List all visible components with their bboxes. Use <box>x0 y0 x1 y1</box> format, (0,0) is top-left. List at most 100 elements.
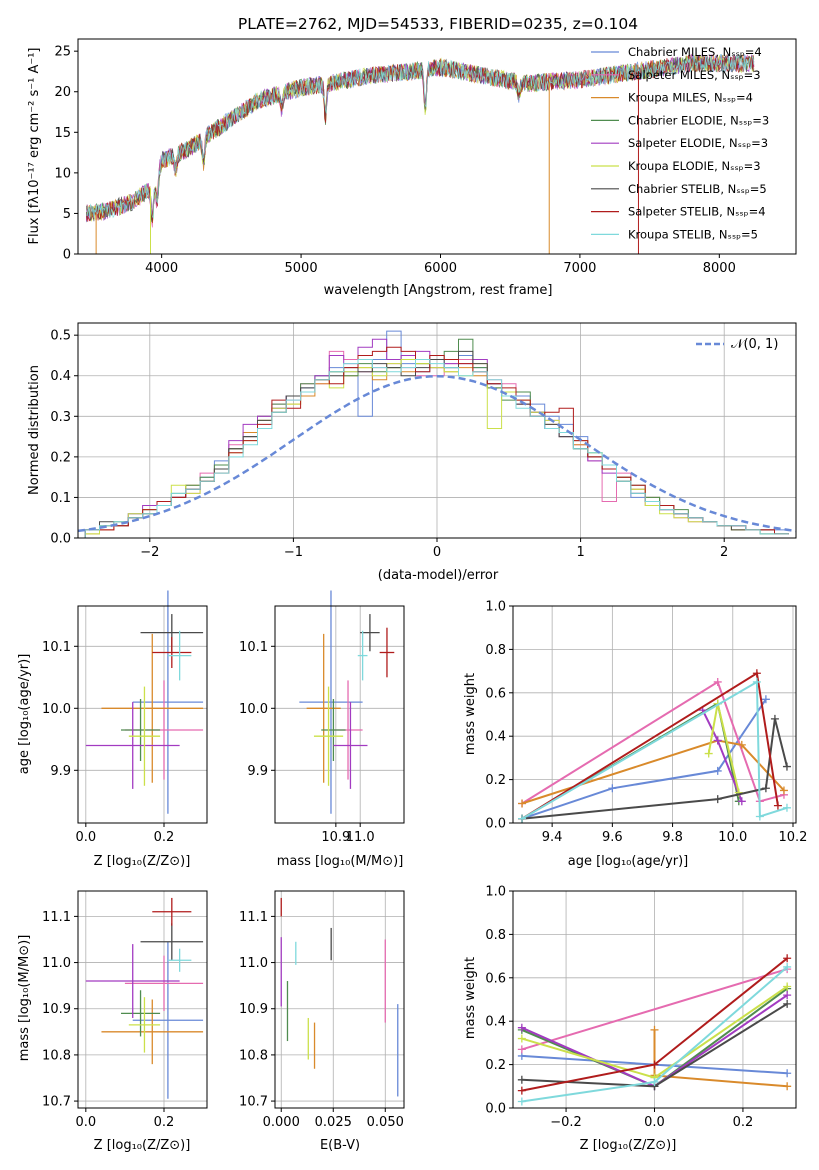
mass_vs_Z-ytick-label: 11.1 <box>42 910 71 925</box>
weight_vs_Z-marker <box>517 1075 526 1084</box>
weight_vs_age-line-2 <box>521 680 785 805</box>
weight_vs_Z-marker <box>517 1086 526 1095</box>
age_vs_mass-ytick-label: 10.0 <box>239 702 268 717</box>
mass_vs_Z-xtick-label: 0.0 <box>75 1115 96 1130</box>
mass_vs_ebv-xtick-label: 0.025 <box>315 1115 352 1130</box>
weight_vs_age-ytick-label: 0.8 <box>485 643 506 658</box>
weight_vs_age-marker <box>713 677 722 686</box>
weight_vs_age-xtick-label: 10.0 <box>718 830 747 845</box>
mass_vs_Z-xtick-label: 0.2 <box>154 1115 175 1130</box>
weight_vs_Z-marker <box>783 982 792 991</box>
mass_vs_ebv-ytick-label: 10.7 <box>239 1095 268 1110</box>
weight_vs_Z-xtick-label: −0.2 <box>550 1115 582 1130</box>
weight_vs_age-ytick-label: 0.2 <box>485 773 506 788</box>
mass_vs_Z-ytick-label: 10.9 <box>42 1002 71 1017</box>
weight_vs_Z-marker <box>783 954 792 963</box>
weight_vs_Z-ytick-label: 0.8 <box>485 928 506 943</box>
spectrum-plot-area <box>86 53 755 254</box>
weight_vs_Z-marker <box>783 1069 792 1078</box>
spectrum-xtick-label: 5000 <box>285 261 318 276</box>
mass_vs_Z-frame <box>77 890 208 1109</box>
residual-ylabel: Normed distribution <box>27 365 42 495</box>
age-vs-metallicity-ylabel: age [log₁₀(age/yr)] <box>17 654 32 775</box>
weight_vs_age-marker <box>713 766 722 775</box>
residual-ytick-label: 0.0 <box>50 532 71 547</box>
weight_vs_age-line-9 <box>521 680 788 820</box>
weight_vs_Z-marker <box>783 999 792 1008</box>
weight_vs_age-marker <box>737 740 746 749</box>
residual-xtick-label: −2 <box>140 545 159 560</box>
weight_vs_age-marker <box>608 784 617 793</box>
weight_vs_age-marker <box>518 799 527 808</box>
age-vs-mass-panel: mass [log₁₀(M/M⊙)] 10.911.0 9.9 10.0 10.1 <box>239 590 405 869</box>
legend-label-5: Salpeter ELODIE, Nₛₛₚ=3 <box>628 136 768 150</box>
age_vs_mass-ytick-label: 10.1 <box>239 640 268 655</box>
weight_vs_Z-marker <box>783 962 792 971</box>
age_vs_Z-ytick-label: 10.1 <box>42 640 71 655</box>
mass_vs_ebv-ytick-label: 11.0 <box>239 956 268 971</box>
weight_vs_Z-ytick-label: 0.6 <box>485 971 506 986</box>
residual-xlabel: (data-model)/error <box>378 568 499 583</box>
residual-ytick-label: 0.2 <box>50 450 71 465</box>
legend-label-4: Chabrier ELODIE, Nₛₛₚ=3 <box>628 113 769 127</box>
age_vs_mass-ytick-label: 9.9 <box>247 764 268 779</box>
mass-vs-ebv-xlabel: E(B-V) <box>320 1138 360 1153</box>
legend-label-3: Kroupa MILES, Nₛₛₚ=4 <box>628 91 753 105</box>
weight_vs_age-marker <box>713 795 722 804</box>
residual-xtick-label: −1 <box>284 545 303 560</box>
weight_vs_age-ytick-label: 0.6 <box>485 686 506 701</box>
spectrum-panel: PLATE=2762, MJD=54533, FIBERID=0235, z=0… <box>27 15 797 298</box>
mass_vs_ebv-frame <box>274 890 405 1109</box>
residual-xtick-label: 0 <box>433 545 441 560</box>
weight_vs_age-marker <box>761 695 770 704</box>
spectrum-ytick-label: 25 <box>54 45 71 60</box>
residual-histogram-6 <box>84 359 789 538</box>
residual-xtick-label: 2 <box>720 545 728 560</box>
weight_vs_Z-ytick-label: 0.4 <box>485 1015 506 1030</box>
weight_vs_Z-marker <box>783 991 792 1000</box>
mass-vs-metallicity-xlabel: Z [log₁₀(Z/Z⊙)] <box>94 1138 191 1153</box>
spectrum-title: PLATE=2762, MJD=54533, FIBERID=0235, z=0… <box>238 15 638 33</box>
age_vs_mass-xtick-label: 10.9 <box>321 830 350 845</box>
spectrum-ytick-label: 0 <box>63 248 71 263</box>
weight_vs_age-marker <box>770 714 779 723</box>
weight_vs_age-line-7 <box>521 718 788 820</box>
weight-vs-age-ylabel: mass weight <box>463 673 478 755</box>
weight_vs_age-marker <box>755 812 764 821</box>
mass-vs-metallicity-ylabel: mass [log₁₀(M/M⊙)] <box>17 935 32 1062</box>
spectrum-xtick-label: 8000 <box>703 261 736 276</box>
age_vs_Z-xtick-label: 0.0 <box>75 830 96 845</box>
spectrum-frame <box>77 38 797 255</box>
mass_vs_ebv-xtick-label: 0.000 <box>263 1115 300 1130</box>
spectrum-xlabel: wavelength [Angstrom, rest frame] <box>324 283 553 298</box>
age_vs_Z-xtick-label: 0.2 <box>154 830 175 845</box>
weight-vs-metallicity-ylabel: mass weight <box>463 957 478 1039</box>
mass_vs_ebv-ytick-label: 11.1 <box>239 910 268 925</box>
weight_vs_Z-ytick-label: 1.0 <box>485 885 506 900</box>
weight_vs_age-marker <box>779 786 788 795</box>
age-vs-metallicity-panel: Z [log₁₀(Z/Z⊙)] age [log₁₀(age/yr)] 0.0 0… <box>17 590 208 869</box>
weight_vs_age-marker <box>782 762 791 771</box>
weight_vs_age-line-1 <box>521 698 767 820</box>
residual-ticks: −2 −1 0 1 2 0.0 0.1 0.2 0.3 0.4 0.5 <box>50 329 728 560</box>
age_vs_Z-ytick-label: 9.9 <box>50 764 71 779</box>
weight_vs_age-line-3 <box>521 739 785 805</box>
weight_vs_age-marker <box>752 669 761 678</box>
weight_vs_age-marker <box>752 677 761 686</box>
age-vs-metallicity-xlabel: Z [log₁₀(Z/Z⊙)] <box>94 854 191 869</box>
weight_vs_age-marker <box>737 797 746 806</box>
mass_vs_Z-ytick-label: 11.0 <box>42 956 71 971</box>
weight-vs-age-panel: age [log₁₀(age/yr)] mass weight 9.4 9.6 9.… <box>463 600 807 870</box>
residual-histogram-9 <box>84 359 789 538</box>
weight_vs_age-marker <box>704 749 713 758</box>
residual-panel: −2 −1 0 1 2 0.0 0.1 0.2 0.3 0.4 0.5 𝒩(0, 1) (data-… <box>27 322 797 583</box>
legend-label-6: Kroupa ELODIE, Nₛₛₚ=3 <box>628 159 761 173</box>
weight_vs_Z-marker <box>650 1077 659 1086</box>
weight_vs_Z-marker <box>517 1023 526 1032</box>
weight_vs_Z-marker <box>517 1045 526 1054</box>
age-vs-mass-xlabel: mass [log₁₀(M/M⊙)] <box>277 854 404 869</box>
residual-ytick-label: 0.1 <box>50 491 71 506</box>
weight_vs_age-ytick-label: 1.0 <box>485 600 506 615</box>
age_vs_Z-frame <box>77 605 208 824</box>
